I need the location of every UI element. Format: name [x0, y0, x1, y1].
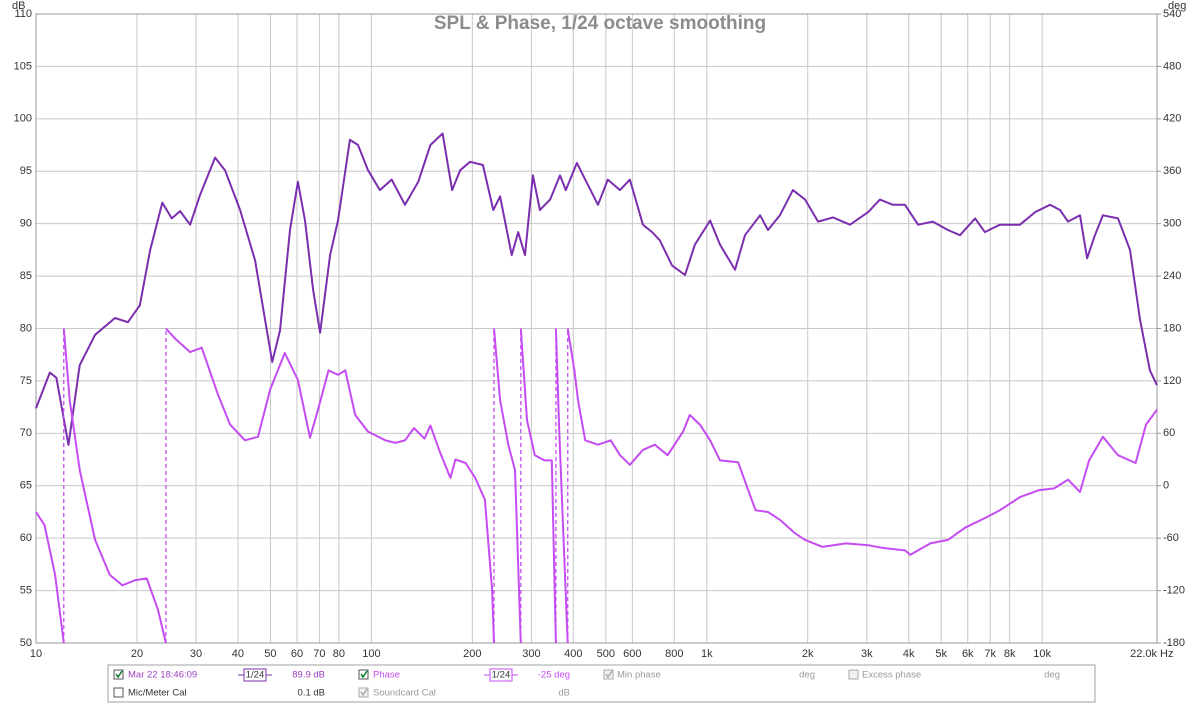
y-tick-label: 50 — [20, 637, 32, 649]
check-mark — [115, 670, 123, 679]
y2-tick-label: 120 — [1163, 375, 1181, 387]
y2-tick-label: 0 — [1163, 480, 1169, 492]
soundcard-cal-label[interactable]: Soundcard Cal — [373, 688, 436, 699]
y2-axis-unit: deg — [1168, 0, 1186, 12]
smoothing-label: 1/24 — [492, 670, 511, 681]
y2-tick-label: 540 — [1163, 8, 1181, 20]
y-tick-label: 90 — [20, 218, 32, 230]
x-tick-label: 300 — [522, 648, 540, 660]
y-axis-unit: dB — [12, 0, 25, 12]
y-tick-label: 85 — [20, 270, 32, 282]
series-line — [35, 327, 1158, 644]
x-tick-label: 500 — [597, 648, 615, 660]
x-tick-label: 3k — [861, 648, 873, 660]
checkbox[interactable] — [603, 669, 614, 680]
checkbox[interactable] — [113, 687, 124, 698]
x-tick-label: 6k — [962, 648, 974, 660]
y-tick-label: 70 — [20, 427, 32, 439]
soundcard-cal-unit: dB — [558, 688, 570, 699]
y-tick-label: 75 — [20, 375, 32, 387]
x-axis-unit: Hz — [1160, 648, 1173, 660]
control-panel: Mar 22 18:46:09 1/24 89.9 dB Phase 1/24 … — [107, 664, 1096, 703]
x-tick-label: 5k — [935, 648, 947, 660]
y2-tick-label: 60 — [1163, 427, 1175, 439]
y2-tick-label: 180 — [1163, 322, 1181, 334]
checkbox[interactable] — [113, 669, 124, 680]
y-tick-label: 55 — [20, 584, 32, 596]
y2-tick-label: -60 — [1163, 532, 1179, 544]
checkbox[interactable] — [848, 669, 859, 680]
x-tick-label: 100 — [362, 648, 380, 660]
panel-frame — [107, 664, 1096, 703]
y-tick-label: 110 — [14, 8, 32, 20]
y2-tick-label: -120 — [1163, 584, 1185, 596]
ticks: 10 20 30 40 50 60 70 80 100 200 300 400 500 600 800 1k 2… — [14, 8, 1185, 660]
x-tick-label: 400 — [564, 648, 582, 660]
mic-cal-label[interactable]: Mic/Meter Cal — [128, 688, 187, 699]
phase-offset: -25 deg — [538, 670, 570, 681]
x-tick-label: 40 — [232, 648, 244, 660]
y2-tick-label: 240 — [1163, 270, 1181, 282]
legend-entry[interactable]: Phase — [373, 670, 400, 681]
x-tick-label: 20 — [131, 648, 143, 660]
x-tick-label: 70 — [313, 648, 325, 660]
min-phase-unit: deg — [799, 670, 815, 681]
y-tick-label: 65 — [20, 480, 32, 492]
x-tick-label: 10k — [1033, 648, 1051, 660]
x-tick-label: 7k — [984, 648, 996, 660]
x-tick-label: 60 — [291, 648, 303, 660]
y-tick-label: 60 — [20, 532, 32, 544]
check-mark — [360, 670, 368, 679]
x-tick-label: 200 — [463, 648, 481, 660]
y2-tick-label: 420 — [1163, 113, 1181, 125]
mic-cal-level: 0.1 dB — [298, 688, 325, 699]
lines — [35, 132, 1158, 644]
x-tick-label: 50 — [264, 648, 276, 660]
checkbox[interactable] — [358, 687, 369, 698]
chart-title: SPL & Phase, 1/24 octave smoothing — [434, 13, 766, 34]
checkbox[interactable] — [358, 669, 369, 680]
excess-phase-unit: deg — [1044, 670, 1060, 681]
y-tick-label: 105 — [14, 60, 32, 72]
y-tick-label: 100 — [14, 113, 32, 125]
check-mark — [360, 688, 368, 697]
x-tick-label: 1k — [701, 648, 713, 660]
excess-phase-label[interactable]: Excess phase — [862, 670, 921, 681]
series-line — [35, 132, 1158, 446]
check-mark — [605, 670, 613, 679]
y2-tick-label: 300 — [1163, 218, 1181, 230]
min-phase-label[interactable]: Min phase — [617, 670, 661, 681]
spl-level: 89.9 dB — [292, 670, 325, 681]
x-tick-label: 80 — [333, 648, 345, 660]
y2-tick-label: -180 — [1163, 637, 1185, 649]
x-tick-label: 22.0k — [1130, 648, 1157, 660]
x-tick-label: 2k — [802, 648, 814, 660]
y2-tick-label: 360 — [1163, 165, 1181, 177]
x-tick-label: 30 — [190, 648, 202, 660]
smoothing-label: 1/24 — [246, 670, 265, 681]
x-tick-label: 800 — [665, 648, 683, 660]
legend-entry[interactable]: Mar 22 18:46:09 — [128, 670, 197, 681]
y-tick-label: 80 — [20, 322, 32, 334]
y-tick-label: 95 — [20, 165, 32, 177]
x-tick-label: 600 — [623, 648, 641, 660]
x-tick-label: 4k — [903, 648, 915, 660]
x-tick-label: 8k — [1004, 648, 1016, 660]
x-tick-label: 10 — [30, 648, 42, 660]
y2-tick-label: 480 — [1163, 60, 1181, 72]
